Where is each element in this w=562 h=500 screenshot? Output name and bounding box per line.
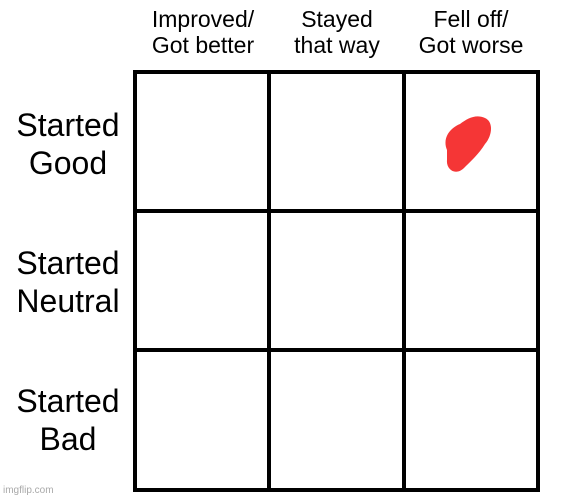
column-header-stayed: Stayed that way [270, 6, 404, 58]
row-header-line1: Started [16, 383, 120, 419]
grid-border [133, 70, 540, 492]
row-header-line1: Started [16, 245, 120, 281]
column-header-line1: Improved/ [151, 6, 255, 32]
column-header-fell-off: Fell off/ Got worse [404, 6, 538, 58]
row-header-good: Started Good [4, 106, 132, 182]
red-blob-marker [445, 116, 492, 172]
row-header-line2: Bad [39, 421, 97, 457]
row-header-neutral: Started Neutral [4, 244, 132, 320]
row-header-bad: Started Bad [4, 382, 132, 458]
watermark: imgflip.com [3, 485, 54, 496]
column-header-line2: Got better [151, 32, 255, 58]
column-header-line1: Stayed [301, 6, 373, 32]
column-header-improved: Improved/ Got better [136, 6, 270, 58]
row-header-line2: Good [28, 145, 108, 181]
column-header-line2: Got worse [418, 32, 524, 58]
row-header-line2: Neutral [16, 283, 120, 319]
row-header-line1: Started [16, 107, 120, 143]
column-header-line1: Fell off/ [433, 6, 509, 32]
column-header-line2: that way [294, 32, 380, 58]
